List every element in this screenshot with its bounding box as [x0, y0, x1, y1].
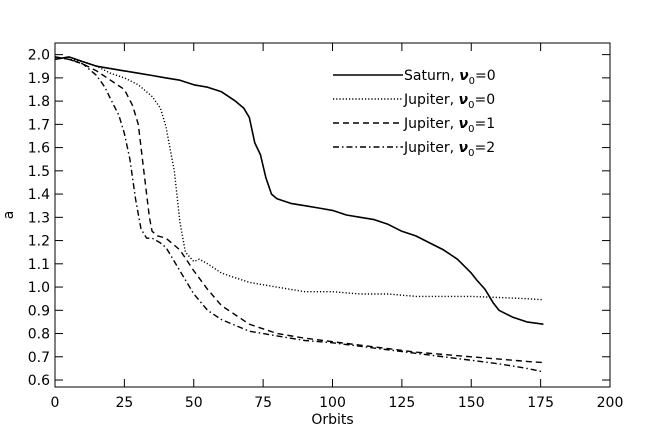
series-layer	[54, 56, 544, 373]
x-tick-label: 100	[319, 395, 346, 411]
x-tick-label: 175	[527, 395, 554, 411]
y-tick-label: 1.4	[28, 187, 50, 203]
series-line	[54, 56, 544, 325]
y-tick-label: 1.7	[28, 117, 50, 133]
x-tick-label: 200	[597, 395, 624, 411]
y-tick-label: 1.9	[28, 71, 50, 87]
y-tick-label: 0.9	[28, 303, 50, 319]
legend-label: Jupiter, ν0=1	[403, 116, 495, 135]
x-tick-label: 50	[185, 395, 203, 411]
y-tick-label: 1.0	[28, 280, 50, 296]
legend-label: Saturn, ν0=0	[404, 68, 496, 87]
y-tick-label: 0.7	[28, 350, 50, 366]
y-axis: 0.6 0.7 0.8 0.9 1.0 1.1 1.2 1.3 1.4 1.5 1.6 1.7 1.8 1…	[28, 48, 610, 389]
y-tick-label: 1.5	[28, 164, 50, 180]
x-tick-label: 125	[389, 395, 416, 411]
y-tick-label: 1.8	[28, 94, 50, 110]
series-line	[54, 56, 544, 373]
y-tick-label: 1.1	[28, 257, 50, 273]
legend-label: Jupiter, ν0=0	[403, 92, 495, 111]
legend-label: Jupiter, ν0=2	[403, 140, 495, 159]
y-tick-label: 0.8	[28, 327, 50, 343]
x-axis: 0 25 50 75 100 125 150 175 200	[51, 43, 624, 411]
x-tick-label: 25	[115, 395, 133, 411]
x-tick-label: 150	[458, 395, 485, 411]
series-line	[54, 56, 544, 301]
y-tick-label: 2.0	[28, 48, 50, 64]
series-line	[54, 56, 544, 364]
y-tick-label: 1.2	[28, 234, 50, 250]
x-tick-label: 75	[254, 395, 272, 411]
y-tick-label: 0.6	[28, 373, 50, 389]
y-tick-label: 1.6	[28, 141, 50, 157]
legend: Saturn, ν0=0 Jupiter, ν0=0 Jupiter, ν0=1 Ju…	[333, 68, 496, 159]
y-axis-title: a	[1, 211, 17, 220]
y-tick-label: 1.3	[28, 210, 50, 226]
x-tick-label: 0	[51, 395, 60, 411]
x-axis-title: Orbits	[311, 412, 353, 428]
